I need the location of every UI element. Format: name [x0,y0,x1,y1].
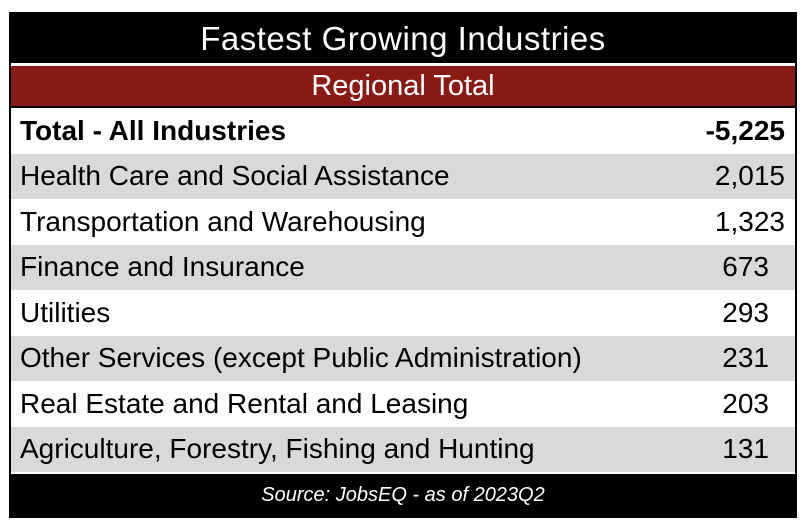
row-value: -5,225 [705,114,785,146]
row-value: 293 [722,296,769,328]
row-value: 2,015 [714,160,785,192]
row-label: Transportation and Warehousing [20,205,426,237]
table-row: Transportation and Warehousing 1,323 [11,199,795,245]
table-title: Fastest Growing Industries [11,14,795,66]
row-label: Health Care and Social Assistance [20,160,450,192]
table-row: Agriculture, Forestry, Fishing and Hunti… [11,426,795,472]
row-value: 203 [722,387,769,419]
table-subtitle: Regional Total [11,66,795,108]
row-label: Total - All Industries [20,114,287,146]
table-row: Health Care and Social Assistance 2,015 [11,153,795,199]
row-value: 231 [722,342,769,374]
industries-table: Fastest Growing Industries Regional Tota… [9,12,797,518]
row-value: 1,323 [714,205,785,237]
row-label: Agriculture, Forestry, Fishing and Hunti… [20,433,535,465]
table-row: Finance and Insurance 673 [11,244,795,290]
row-label: Finance and Insurance [20,251,305,283]
row-label: Other Services (except Public Administra… [20,342,582,374]
table-row: Real Estate and Rental and Leasing 203 [11,381,795,427]
total-row: Total - All Industries -5,225 [11,108,795,154]
table-body: Total - All Industries -5,225 Health Car… [11,108,795,472]
row-label: Utilities [20,296,111,328]
row-value: 131 [722,433,769,465]
table-row: Other Services (except Public Administra… [11,335,795,381]
source-note: Source: JobsEQ - as of 2023Q2 [11,474,795,516]
table-row: Utilities 293 [11,290,795,336]
row-value: 673 [722,251,769,283]
row-label: Real Estate and Rental and Leasing [20,387,469,419]
